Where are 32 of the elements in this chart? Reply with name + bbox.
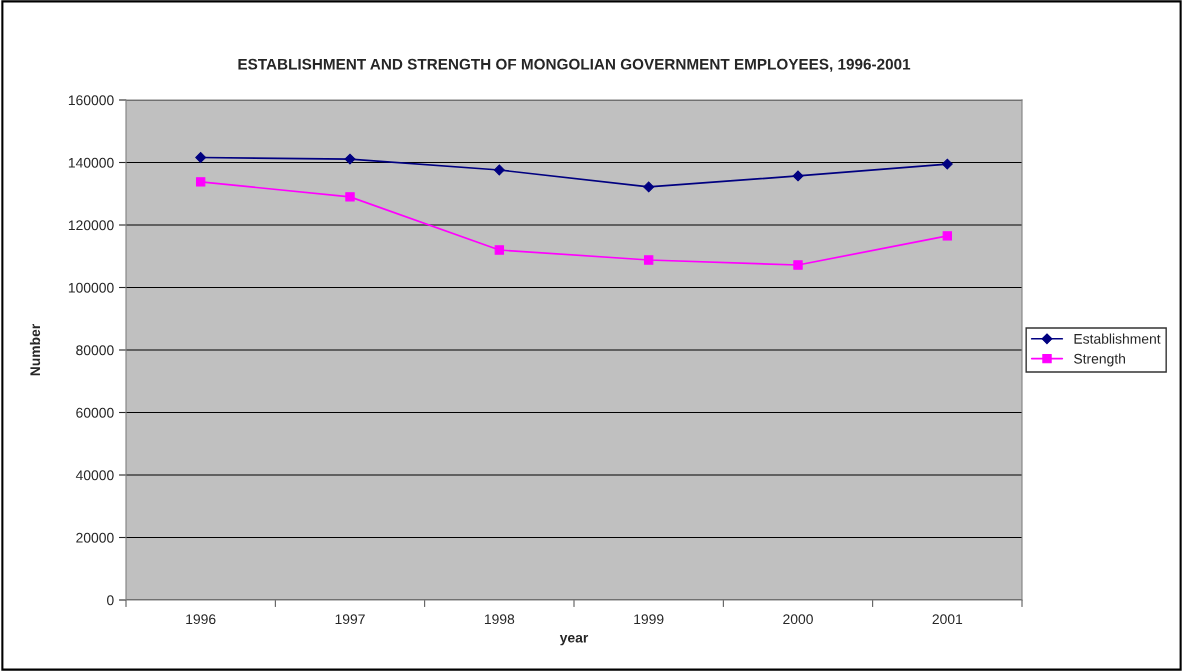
y-tick-label: 140000 (68, 157, 114, 168)
point (195, 152, 207, 163)
x-tick-label: 1999 (634, 614, 664, 625)
legend-label: Strength (1074, 353, 1125, 367)
point (941, 158, 953, 170)
y-tick-label: 120000 (68, 220, 114, 231)
y-tick-label: 160000 (68, 95, 114, 106)
point (643, 181, 655, 193)
y-axis-title: Number (29, 323, 41, 376)
point (494, 245, 505, 255)
legend-label: Establishment (1074, 333, 1161, 344)
y-tick-label: 0 (107, 595, 114, 606)
x-tick-label: 1996 (186, 614, 216, 625)
x-tick-label: 1998 (484, 614, 515, 625)
point (643, 255, 654, 265)
y-tick-label: 20000 (76, 532, 114, 543)
y-tick-label: 100000 (68, 282, 114, 293)
point (942, 231, 953, 241)
point (793, 260, 803, 270)
point (195, 177, 206, 187)
point (792, 170, 804, 182)
chart-title: ESTABLISHMENT AND STRENGTH OF MONGOLIAN GOVERNMENT EMPLOYEES, 1996-2001 (238, 58, 911, 72)
y-tick-label: 80000 (76, 345, 114, 356)
point (344, 153, 356, 165)
y-tick-label: 60000 (76, 407, 114, 418)
point (493, 164, 505, 176)
point (345, 192, 355, 202)
x-tick-label: 2001 (932, 614, 963, 625)
x-tick-label: 1997 (335, 614, 365, 625)
x-tick-label: 2000 (783, 614, 813, 625)
y-tick-label: 40000 (75, 470, 114, 481)
x-axis-title: year (559, 634, 589, 646)
